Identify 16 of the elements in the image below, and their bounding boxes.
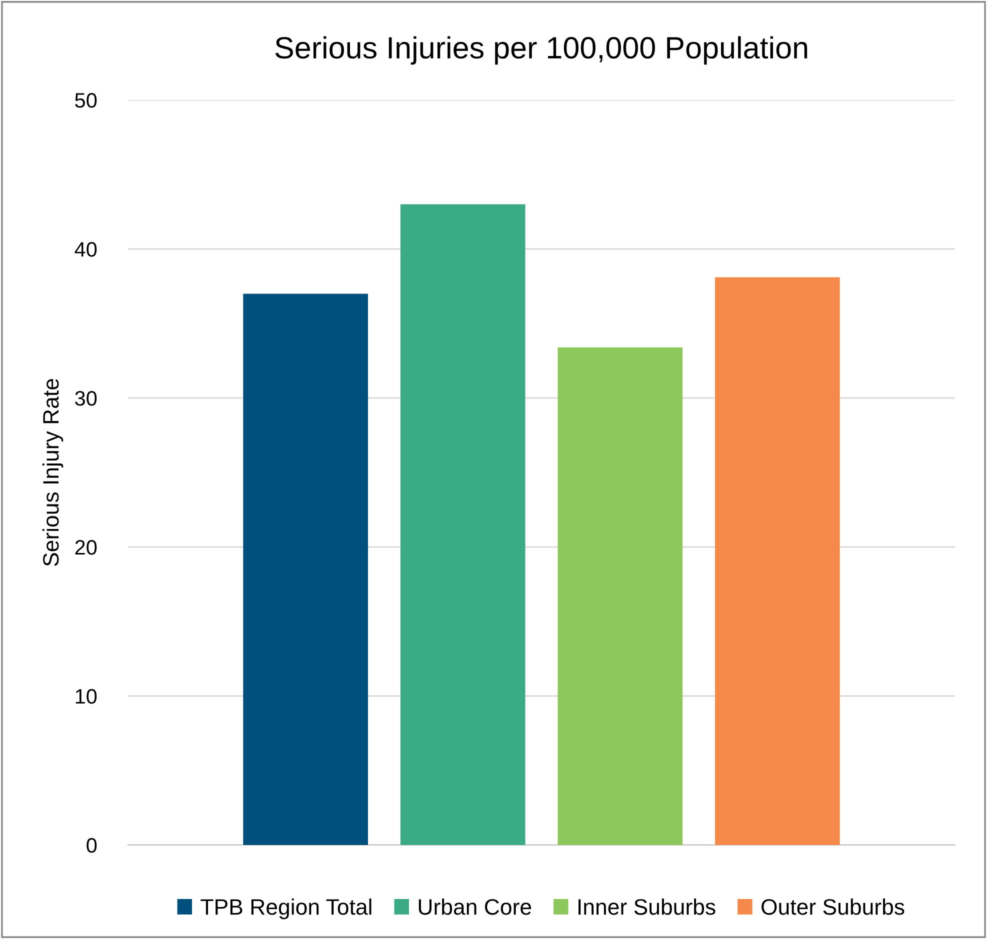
legend-label: Outer Suburbs bbox=[762, 898, 904, 915]
bar bbox=[400, 204, 526, 845]
legend-label: Inner Suburbs bbox=[578, 898, 716, 915]
legend-label: Urban Core bbox=[418, 898, 532, 915]
bar bbox=[715, 277, 840, 845]
bar bbox=[243, 294, 368, 845]
y-tick-label: 20 bbox=[75, 540, 97, 555]
bar bbox=[558, 347, 683, 845]
y-tick-label: 40 bbox=[74, 242, 97, 257]
y-tick-label: 10 bbox=[76, 689, 97, 704]
y-tick-label: 0 bbox=[86, 838, 97, 853]
chart-title: Serious Injuries per 100,000 Population bbox=[275, 36, 808, 65]
y-axis-title: Serious Injury Rate bbox=[42, 378, 64, 566]
legend-label: TPB Region Total bbox=[200, 898, 372, 920]
y-tick-label: 30 bbox=[75, 391, 97, 406]
y-tick-label: 50 bbox=[75, 93, 97, 108]
